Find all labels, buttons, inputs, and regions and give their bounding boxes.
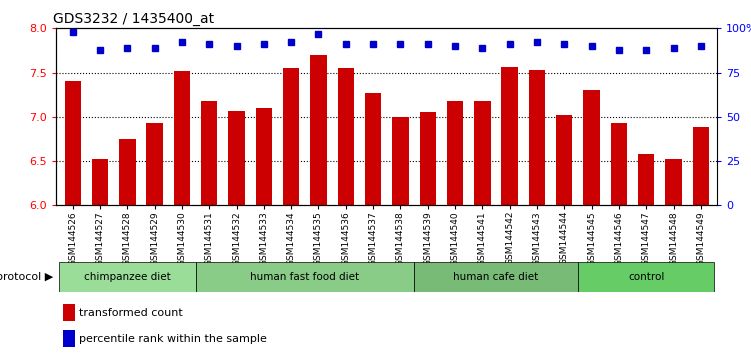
- Text: percentile rank within the sample: percentile rank within the sample: [80, 334, 267, 344]
- Bar: [414, 262, 578, 292]
- Bar: [638, 154, 654, 205]
- Bar: [63, 304, 75, 321]
- Bar: [365, 93, 382, 205]
- Bar: [201, 101, 218, 205]
- Bar: [420, 113, 436, 205]
- Bar: [338, 68, 354, 205]
- Bar: [173, 71, 190, 205]
- Bar: [502, 67, 518, 205]
- Bar: [119, 139, 135, 205]
- Text: protocol ▶: protocol ▶: [0, 272, 53, 282]
- Bar: [584, 90, 600, 205]
- Bar: [255, 108, 272, 205]
- Text: human fast food diet: human fast food diet: [250, 272, 360, 282]
- Bar: [692, 127, 709, 205]
- Text: GDS3232 / 1435400_at: GDS3232 / 1435400_at: [53, 12, 214, 26]
- Bar: [392, 117, 409, 205]
- Bar: [283, 68, 300, 205]
- Bar: [447, 101, 463, 205]
- Text: chimpanzee diet: chimpanzee diet: [84, 272, 170, 282]
- Bar: [556, 115, 572, 205]
- Bar: [92, 159, 108, 205]
- Bar: [59, 262, 195, 292]
- Text: control: control: [628, 272, 665, 282]
- Bar: [474, 101, 490, 205]
- Bar: [611, 123, 627, 205]
- Bar: [65, 81, 81, 205]
- Bar: [63, 330, 75, 347]
- Text: human cafe diet: human cafe diet: [454, 272, 538, 282]
- Bar: [146, 123, 163, 205]
- Bar: [578, 262, 714, 292]
- Bar: [529, 70, 545, 205]
- Bar: [228, 110, 245, 205]
- Bar: [195, 262, 414, 292]
- Bar: [665, 159, 682, 205]
- Text: transformed count: transformed count: [80, 308, 183, 318]
- Bar: [310, 55, 327, 205]
